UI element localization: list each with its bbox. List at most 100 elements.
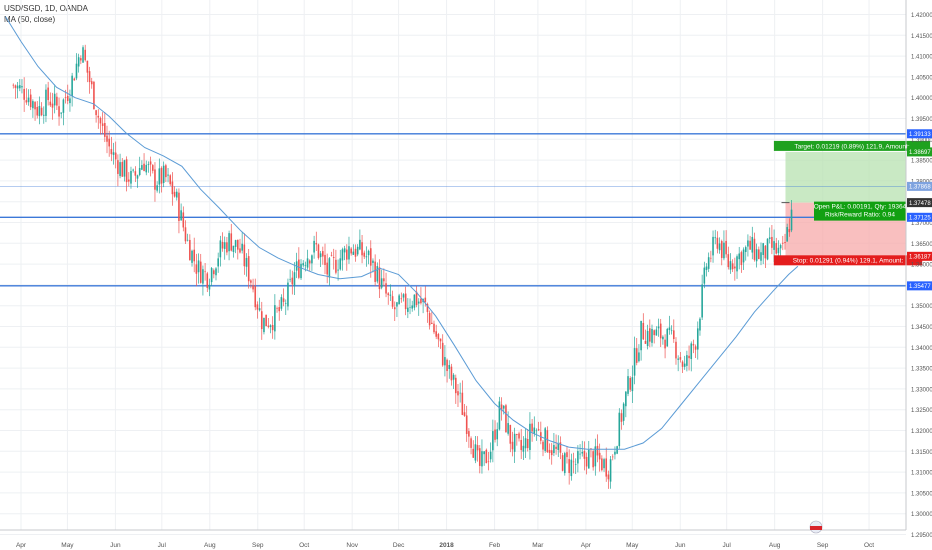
candle-body xyxy=(455,377,457,394)
candle-body xyxy=(234,240,237,247)
candle-body xyxy=(62,99,65,113)
candle-body xyxy=(644,340,647,344)
candle-body xyxy=(542,441,544,450)
candle-body xyxy=(278,307,281,312)
candle-body xyxy=(383,278,385,282)
candle-body xyxy=(145,164,148,173)
candle-body xyxy=(260,311,263,330)
candle-body xyxy=(766,238,769,260)
candle-body xyxy=(502,405,505,409)
candle-body xyxy=(712,236,714,256)
candle-body xyxy=(705,266,708,270)
candle-body xyxy=(420,298,422,304)
candle-body xyxy=(276,308,278,309)
stop-label: Stop: 0.01291 (0.94%) 129.1, Amount: xyxy=(793,258,904,265)
candle-body xyxy=(284,303,287,304)
candle-body xyxy=(718,243,721,251)
candle-body xyxy=(614,451,616,455)
candle-body xyxy=(308,260,311,264)
candle-body xyxy=(474,444,477,461)
candle-body xyxy=(171,181,174,195)
candle-body xyxy=(677,358,679,360)
candle-body xyxy=(117,160,119,174)
candles xyxy=(12,44,793,489)
candle-body xyxy=(53,93,56,106)
candle-body xyxy=(304,265,307,266)
candle-body xyxy=(271,324,274,331)
candle-body xyxy=(293,272,296,286)
candle-body xyxy=(696,328,699,350)
y-tick-label: 1.38500 xyxy=(911,159,932,165)
candle-body xyxy=(487,461,490,463)
candle-body xyxy=(93,81,95,110)
candle-body xyxy=(332,257,335,259)
candle-body xyxy=(132,169,134,171)
candle-body xyxy=(354,248,357,257)
candle-body xyxy=(679,357,682,360)
candle-body xyxy=(237,239,239,250)
candle-body xyxy=(197,260,200,273)
candle-body xyxy=(184,227,187,242)
y-tick-label: 1.31000 xyxy=(911,471,932,477)
candle-body xyxy=(282,298,285,302)
candle-body xyxy=(243,244,246,267)
pnl-label-bg xyxy=(814,201,906,221)
candle-body xyxy=(372,260,374,263)
candle-body xyxy=(666,328,669,347)
candle-body xyxy=(106,135,108,142)
candle-body xyxy=(725,240,727,255)
candle-body xyxy=(311,255,313,264)
candle-body xyxy=(158,168,161,185)
candle-body xyxy=(657,326,660,329)
candle-body xyxy=(404,293,407,310)
candle-body xyxy=(620,413,623,422)
x-tick-label: Jun xyxy=(675,542,686,549)
candle-body xyxy=(481,451,483,467)
candle-body xyxy=(346,249,348,260)
candle-body xyxy=(175,191,178,198)
price-label-level-bg xyxy=(907,129,932,139)
candle-body xyxy=(217,258,219,267)
candle-body xyxy=(587,449,590,469)
x-tick-label: May xyxy=(61,542,74,549)
candle-body xyxy=(380,278,383,288)
candle-body xyxy=(675,341,677,359)
candle-body xyxy=(417,301,420,304)
x-tick-label: Sep xyxy=(817,542,829,549)
candle-body xyxy=(786,227,788,242)
candle-body xyxy=(640,320,642,351)
target-label-bg xyxy=(773,140,931,151)
candle-body xyxy=(544,428,546,451)
candle-body xyxy=(108,138,110,147)
flag-stripe xyxy=(810,526,822,530)
candle-body xyxy=(160,167,163,184)
candle-body xyxy=(690,343,693,360)
candle-body xyxy=(337,269,339,271)
candle-body xyxy=(75,63,78,79)
candle-body xyxy=(34,102,36,110)
candle-body xyxy=(537,429,540,431)
candle-body xyxy=(269,325,272,328)
candle-body xyxy=(101,123,104,126)
candle-body xyxy=(768,237,771,239)
candle-body xyxy=(245,257,248,267)
candle-body xyxy=(387,293,390,296)
candle-body xyxy=(97,115,100,118)
candle-body xyxy=(627,376,629,394)
candle-body xyxy=(280,297,283,309)
candle-body xyxy=(747,240,749,247)
candle-body xyxy=(21,86,23,88)
candle-body xyxy=(437,334,440,340)
candle-body xyxy=(609,459,612,482)
candle-body xyxy=(518,433,520,439)
candle-body xyxy=(86,60,89,73)
candle-body xyxy=(58,106,60,117)
candle-body xyxy=(66,95,69,101)
candle-body xyxy=(505,405,507,433)
flag-badge[interactable] xyxy=(809,520,823,534)
candle-body xyxy=(123,160,126,177)
horizontal-levels[interactable] xyxy=(0,133,906,287)
candle-body xyxy=(47,87,49,101)
